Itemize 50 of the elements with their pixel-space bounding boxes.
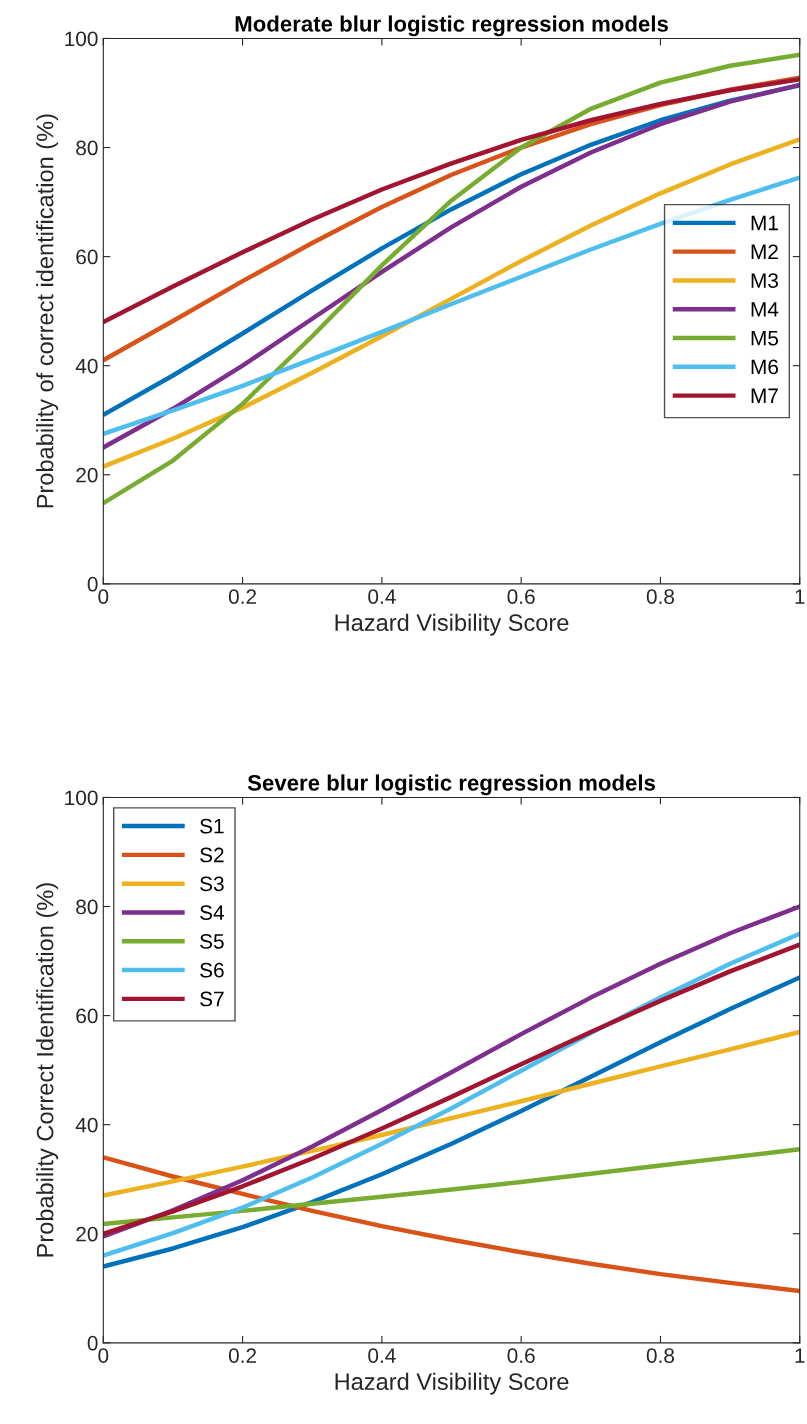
x-tick-label: 0.4 — [368, 589, 396, 604]
x-tick-label: 0.2 — [228, 589, 257, 604]
legend-label: M7 — [751, 388, 778, 403]
x-tick-label: 1 — [795, 1348, 805, 1363]
legend-label: S6 — [200, 962, 224, 978]
legend-label: M1 — [751, 215, 778, 231]
legend-label: M4 — [751, 302, 779, 317]
y-tick-label: 20 — [76, 467, 98, 483]
legend-label: M6 — [751, 359, 778, 375]
line-series — [103, 52, 800, 506]
line-series — [103, 1029, 800, 1198]
legend-label: M5 — [751, 330, 779, 346]
x-axis-title: Hazard Visibility Score — [335, 1372, 569, 1395]
y-tick-label: 20 — [76, 1226, 98, 1242]
y-tick-label: 0 — [87, 576, 98, 592]
x-axis-title: Hazard Visibility Score — [335, 613, 569, 636]
y-tick-label: 60 — [76, 249, 98, 265]
y-tick-label: 40 — [75, 1117, 98, 1133]
chart-title: Moderate blur logistic regression models — [235, 15, 668, 37]
y-tick-label: 80 — [76, 899, 98, 915]
line-series — [103, 175, 800, 437]
legend-label: S3 — [200, 876, 224, 892]
legend-label: S4 — [200, 905, 224, 920]
x-tick-label: 0.2 — [228, 1348, 257, 1363]
x-tick-label: 0.4 — [368, 1348, 396, 1363]
y-tick-label: 80 — [76, 140, 98, 156]
y-axis-title: Probability of correct identification (%) — [36, 114, 59, 508]
legend-label: M2 — [751, 244, 778, 259]
x-tick-label: 0 — [98, 589, 109, 604]
x-tick-label: 0.6 — [507, 589, 535, 604]
y-tick-label: 100 — [65, 790, 98, 806]
chart-title: Severe blur logistic regression models — [247, 774, 656, 796]
y-axis-title: Probability Correct Identification (%) — [36, 883, 59, 1257]
legend-label: M3 — [751, 273, 778, 288]
line-series — [103, 137, 800, 469]
x-tick-label: 0.8 — [646, 589, 675, 604]
y-tick-label: 60 — [76, 1008, 98, 1024]
y-tick-label: 0 — [87, 1335, 98, 1351]
legend-label: S5 — [200, 934, 224, 949]
line-series — [103, 1155, 800, 1294]
legend-label: S2 — [200, 847, 224, 863]
line-series — [103, 1147, 800, 1227]
x-tick-label: 0.8 — [646, 1348, 675, 1363]
x-tick-label: 0 — [98, 1348, 109, 1363]
y-tick-label: 100 — [65, 31, 98, 47]
x-tick-label: 1 — [795, 589, 805, 604]
legend-label: S7 — [200, 991, 224, 1007]
legend-label: S1 — [200, 818, 224, 834]
x-tick-label: 0.6 — [507, 1348, 535, 1363]
y-tick-label: 40 — [75, 358, 98, 374]
